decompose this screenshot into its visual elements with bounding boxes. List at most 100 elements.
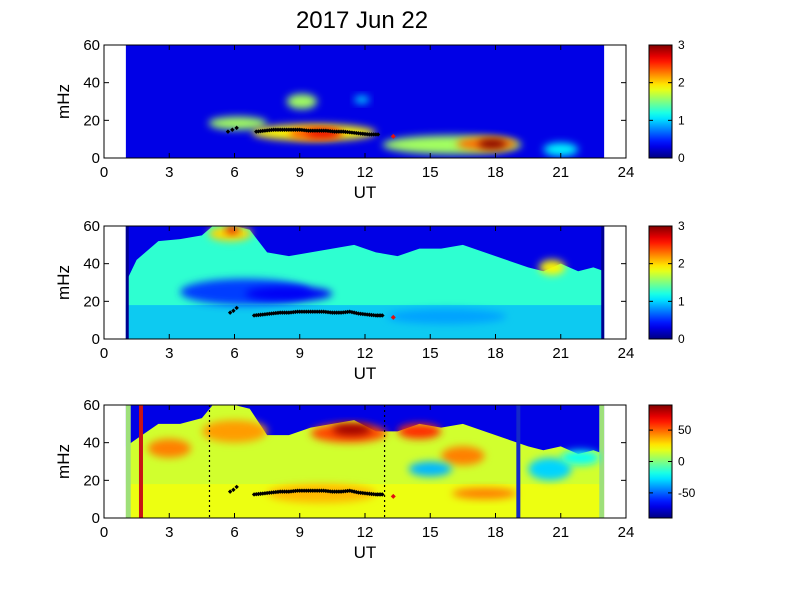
y-tick-label: 0 <box>92 510 100 527</box>
x-tick-label: 21 <box>552 524 569 541</box>
colorbar-tick-label: 0 <box>678 332 685 346</box>
colorbar-gradient <box>648 44 673 159</box>
y-axis-label: mHz <box>54 84 73 119</box>
heatmap-blob <box>147 438 191 458</box>
heatmap-blob <box>286 93 318 110</box>
overlay-red-point <box>390 314 396 320</box>
x-axis-label: UT <box>354 364 377 383</box>
x-tick-label: 21 <box>552 164 569 181</box>
overlay-point <box>227 489 233 494</box>
colorbar-tick-label: 3 <box>678 219 685 233</box>
edge-line-right <box>601 226 605 339</box>
y-tick-label: 20 <box>83 472 100 489</box>
x-tick-label: 6 <box>230 345 238 362</box>
y-tick-label: 0 <box>92 150 100 167</box>
no-data-left <box>104 226 126 339</box>
x-tick-label: 24 <box>618 164 635 181</box>
heatmap-blob <box>354 95 370 104</box>
x-tick-label: 18 <box>487 164 504 181</box>
x-tick-label: 21 <box>552 345 569 362</box>
no-data-left <box>105 45 126 158</box>
heatmap-edge-left <box>125 405 131 518</box>
colorbar-tick-label: 3 <box>678 38 685 52</box>
heatmap-area <box>105 45 626 158</box>
x-tick-label: 6 <box>230 164 238 181</box>
overlay-red-point <box>390 493 396 499</box>
x-axis-label: UT <box>354 183 377 202</box>
colorbar-tick-label: -50 <box>678 486 696 500</box>
colorbar: 50 0 -50 <box>648 404 696 519</box>
x-tick-label: 15 <box>422 524 439 541</box>
heatmap-blob <box>386 308 507 324</box>
heatmap-blob <box>539 259 566 275</box>
overlay-point <box>231 308 236 313</box>
heatmap-edge-right <box>599 405 605 518</box>
x-tick-label: 18 <box>487 345 504 362</box>
colorbar-tick-label: 1 <box>678 294 685 308</box>
heatmap-blob <box>478 139 507 149</box>
heatmap-blob <box>208 116 268 130</box>
y-tick-label: 20 <box>83 112 100 129</box>
heatmap-blob <box>528 457 572 481</box>
heatmap-blob <box>245 286 333 302</box>
heatmap-blob <box>560 450 600 466</box>
colorbar-tick-label: 0 <box>678 455 685 469</box>
y-tick-label: 40 <box>83 256 100 273</box>
heatmap-blob <box>452 487 518 500</box>
colorbar-tick-label: 2 <box>678 257 685 271</box>
heatmap-area <box>104 226 626 339</box>
overlay-point <box>231 487 236 492</box>
x-tick-label: 15 <box>422 164 439 181</box>
no-data-right <box>604 226 626 339</box>
x-tick-label: 15 <box>422 345 439 362</box>
x-tick-label: 0 <box>100 524 108 541</box>
colorbar-gradient <box>648 225 673 340</box>
y-axis-label: mHz <box>54 444 73 479</box>
x-tick-label: 9 <box>296 524 304 541</box>
overlay-point <box>254 129 259 134</box>
heatmap-blob <box>201 420 268 443</box>
y-tick-label: 40 <box>83 75 100 92</box>
colorbar-tick-label: 1 <box>678 113 685 127</box>
heatmap-blob <box>208 226 252 242</box>
overlay-point <box>225 129 231 134</box>
x-tick-label: 9 <box>296 164 304 181</box>
heatmap-blob <box>332 423 372 436</box>
overlay-red-point <box>390 133 396 139</box>
x-tick-label: 3 <box>165 164 173 181</box>
x-tick-label: 3 <box>165 524 173 541</box>
overlay-point <box>234 305 239 311</box>
x-tick-label: 0 <box>100 164 108 181</box>
heatmap-blob <box>543 142 579 157</box>
y-tick-label: 40 <box>83 435 100 452</box>
heatmap-blob <box>441 446 485 466</box>
heatmap-blob <box>225 226 239 234</box>
overlay-point <box>341 129 346 134</box>
x-tick-label: 0 <box>100 345 108 362</box>
x-tick-label: 12 <box>357 524 374 541</box>
overlay-point <box>358 131 363 136</box>
overlay-point <box>299 127 305 133</box>
heatmap-blob <box>408 461 452 477</box>
y-tick-label: 0 <box>92 331 100 348</box>
overlay-point <box>234 125 239 131</box>
no-data-right <box>604 45 626 158</box>
overlay-point <box>297 127 302 132</box>
overlay-point <box>380 492 385 497</box>
overlay-point <box>330 129 335 134</box>
colorbar-tick-label: 50 <box>678 423 692 437</box>
overlay-point <box>234 484 239 490</box>
no-data-right <box>604 405 626 518</box>
heatmap-lowband <box>125 305 605 339</box>
heatmap-blob <box>397 423 442 439</box>
x-tick-label: 18 <box>487 524 504 541</box>
heatmap-area <box>104 405 626 518</box>
edge-line-left <box>125 226 129 339</box>
y-tick-label: 20 <box>83 293 100 310</box>
x-tick-label: 3 <box>165 345 173 362</box>
figure-title: 2017 Jun 22 <box>296 7 428 34</box>
colorbar: 0 1 2 3 <box>648 38 685 165</box>
colorbar-tick-label: 2 <box>678 76 685 90</box>
